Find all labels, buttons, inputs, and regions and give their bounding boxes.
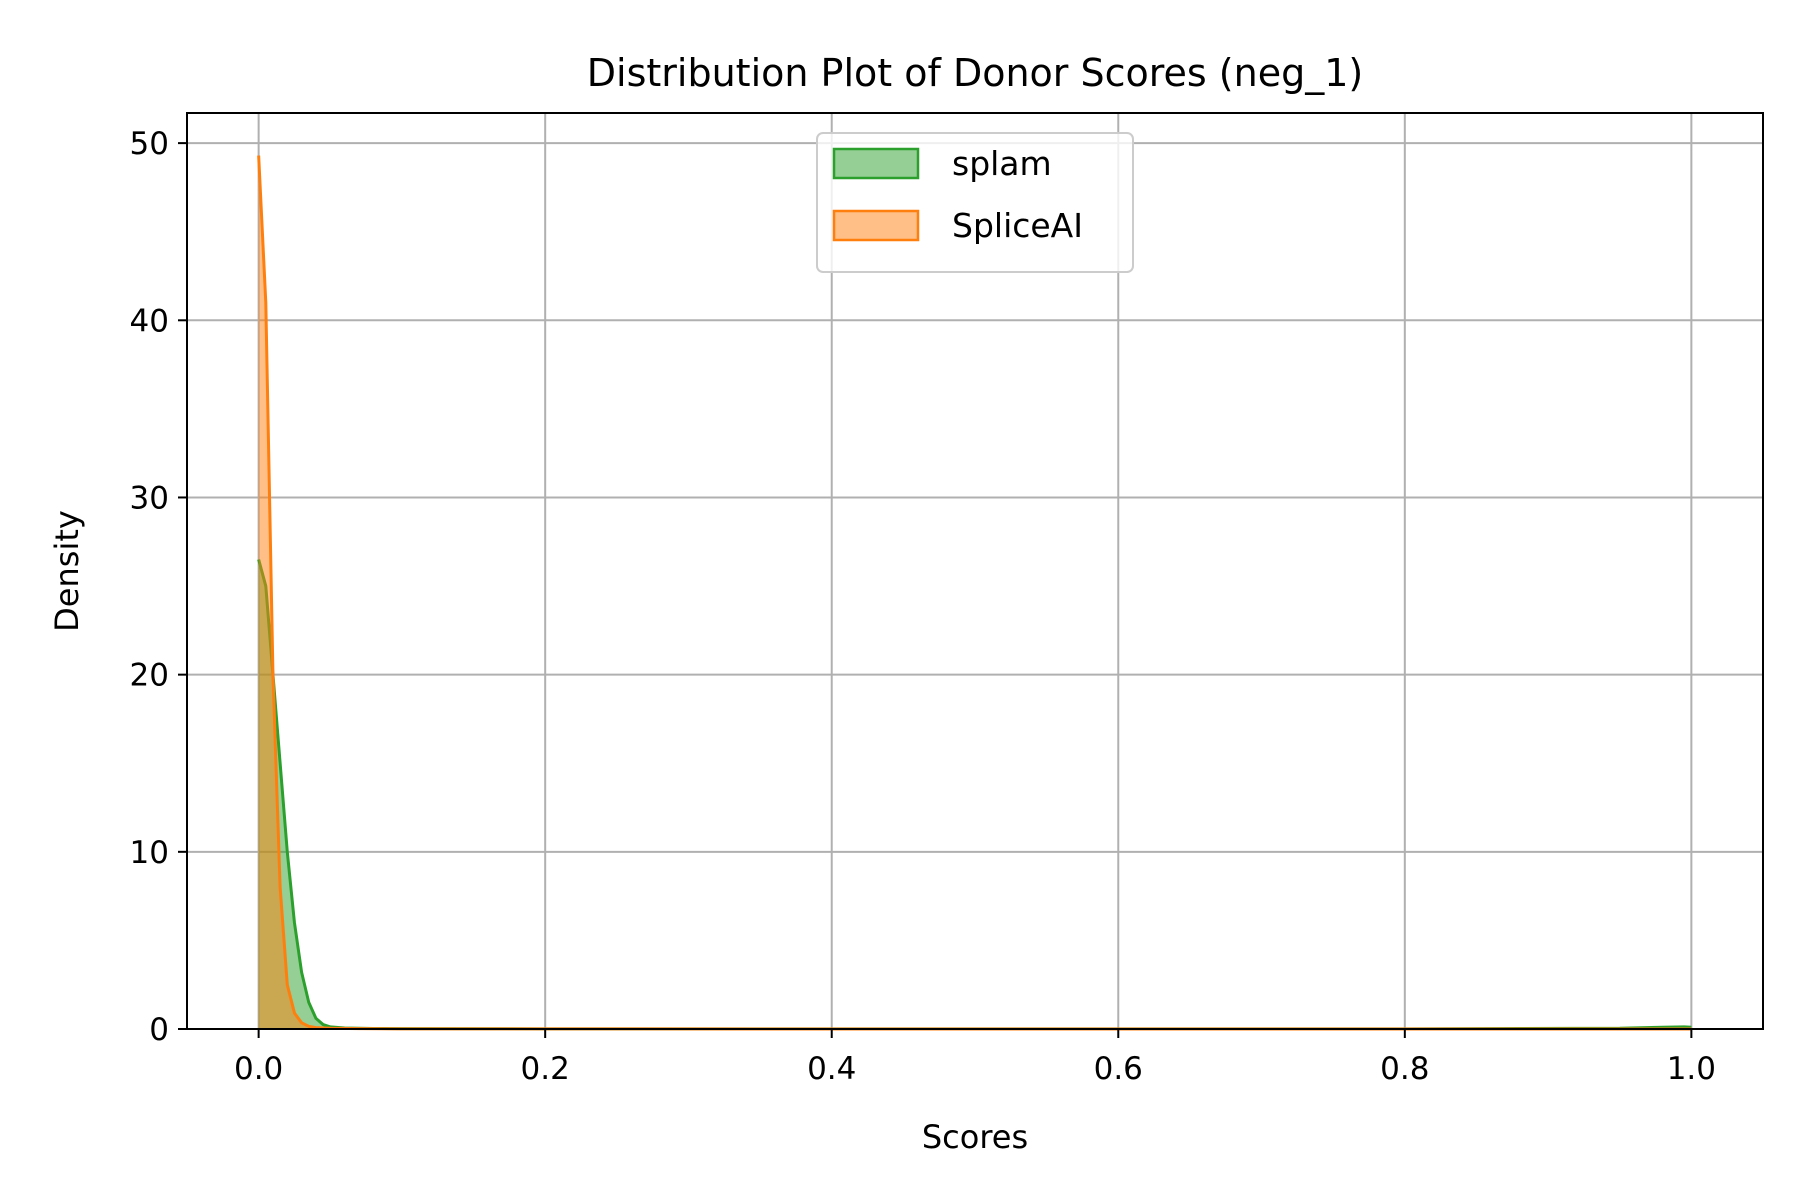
x-tick-label: 0.6 [1094,1051,1143,1087]
legend-label-splam: splam [952,144,1052,183]
x-axis-label: Scores [922,1118,1028,1156]
legend-swatch-spliceai [832,209,920,242]
y-tick-label: 10 [130,835,169,871]
x-tick-label: 1.0 [1667,1051,1716,1087]
y-tick-label: 40 [130,303,169,339]
chart-title: Distribution Plot of Donor Scores (neg_1… [587,51,1363,95]
y-tick-label: 20 [130,658,169,694]
axis-ticks: 0.0 0.2 0.4 0.6 0.8 1.0 0 10 20 30 40 50 [130,126,1716,1087]
legend: splam SpliceAI [816,132,1134,273]
y-tick-label: 50 [130,126,169,162]
legend-swatch-splam [832,147,920,180]
y-axis-label: Density [48,510,86,632]
y-tick-label: 30 [130,480,169,516]
legend-label-spliceai: SpliceAI [952,206,1083,245]
y-tick-label: 0 [149,1012,169,1048]
x-tick-label: 0.8 [1380,1051,1429,1087]
x-tick-label: 0.2 [521,1051,570,1087]
x-tick-label: 0.4 [807,1051,856,1087]
x-tick-label: 0.0 [234,1051,283,1087]
plot-frame [186,112,1764,1030]
